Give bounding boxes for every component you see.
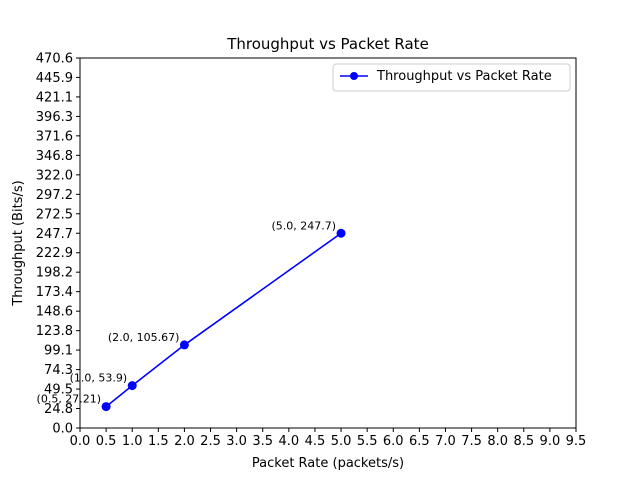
x-tick-label: 3.5 xyxy=(252,434,273,449)
y-tick-label: 322.0 xyxy=(36,168,73,183)
x-tick-label: 5.0 xyxy=(331,434,352,449)
y-axis-label: Throughput (Bits/s) xyxy=(11,180,26,306)
data-label: (2.0, 105.67) xyxy=(108,331,180,344)
x-tick-label: 5.5 xyxy=(357,434,378,449)
x-axis-label: Packet Rate (packets/s) xyxy=(252,456,404,471)
x-tick-label: 9.5 xyxy=(566,434,587,449)
data-point xyxy=(101,402,111,412)
legend-entry-label: Throughput vs Packet Rate xyxy=(376,69,552,84)
x-tick-label: 9.0 xyxy=(540,434,561,449)
y-tick-label: 371.6 xyxy=(36,129,73,144)
x-tick-label: 6.5 xyxy=(409,434,430,449)
x-tick-label: 4.5 xyxy=(305,434,326,449)
y-tick-label: 445.9 xyxy=(36,71,73,86)
x-tick-label: 0.5 xyxy=(96,434,117,449)
y-tick-label: 0.0 xyxy=(52,422,73,437)
y-tick-label: 198.2 xyxy=(36,266,73,281)
data-point xyxy=(336,228,346,238)
data-label: (1.0, 53.9) xyxy=(70,372,128,385)
x-tick-label: 3.0 xyxy=(226,434,247,449)
y-tick-label: 49.5 xyxy=(44,383,73,398)
y-tick-label: 247.7 xyxy=(36,227,73,242)
x-tick-label: 7.0 xyxy=(435,434,456,449)
x-axis: 0.0 0.5 1.0 1.5 2.0 2.5 3.0 3.5 4.0 4.5 5.0 5.5 6.0 6… xyxy=(70,428,587,449)
y-tick-label: 396.3 xyxy=(36,110,73,125)
x-tick-label: 8.0 xyxy=(487,434,508,449)
legend-box xyxy=(332,63,571,92)
y-tick-label: 470.6 xyxy=(36,52,73,67)
chart-title: Throughput vs Packet Rate xyxy=(226,35,429,53)
legend-marker-swatch xyxy=(350,72,358,80)
series-layer: (0.5, 27.21) (1.0, 53.9) (2.0, 105.67) (5.0… xyxy=(37,219,346,412)
x-tick-label: 1.0 xyxy=(122,434,143,449)
y-tick-label: 173.4 xyxy=(36,285,73,300)
data-label: (0.5, 27.21) xyxy=(37,393,102,406)
x-tick-label: 0.0 xyxy=(70,434,91,449)
y-tick-label: 148.6 xyxy=(36,305,73,320)
y-tick-label: 421.1 xyxy=(36,90,73,105)
y-axis: 0.0 24.8 49.5 74.3 99.1 123.8 148.6 173.4 198.2 2… xyxy=(36,52,80,437)
x-tick-label: 2.5 xyxy=(200,434,221,449)
x-tick-label: 8.5 xyxy=(513,434,534,449)
legend: Throughput vs Packet Rate xyxy=(332,63,571,92)
x-tick-label: 4.0 xyxy=(278,434,299,449)
x-tick-label: 2.0 xyxy=(174,434,195,449)
data-point xyxy=(179,340,189,350)
y-tick-label: 222.9 xyxy=(36,246,73,261)
y-tick-label: 297.2 xyxy=(36,188,73,203)
y-tick-label: 24.8 xyxy=(44,402,73,417)
y-tick-label: 123.8 xyxy=(36,324,73,339)
data-point xyxy=(127,381,137,391)
y-tick-label: 99.1 xyxy=(44,344,73,359)
y-tick-label: 272.5 xyxy=(36,207,73,222)
x-tick-label: 6.0 xyxy=(383,434,404,449)
y-tick-label: 346.8 xyxy=(36,149,73,164)
data-label: (5.0, 247.7) xyxy=(271,219,336,232)
x-tick-label: 7.5 xyxy=(461,434,482,449)
y-tick-label: 74.3 xyxy=(44,363,73,378)
x-tick-label: 1.5 xyxy=(148,434,169,449)
series-line xyxy=(105,232,342,408)
